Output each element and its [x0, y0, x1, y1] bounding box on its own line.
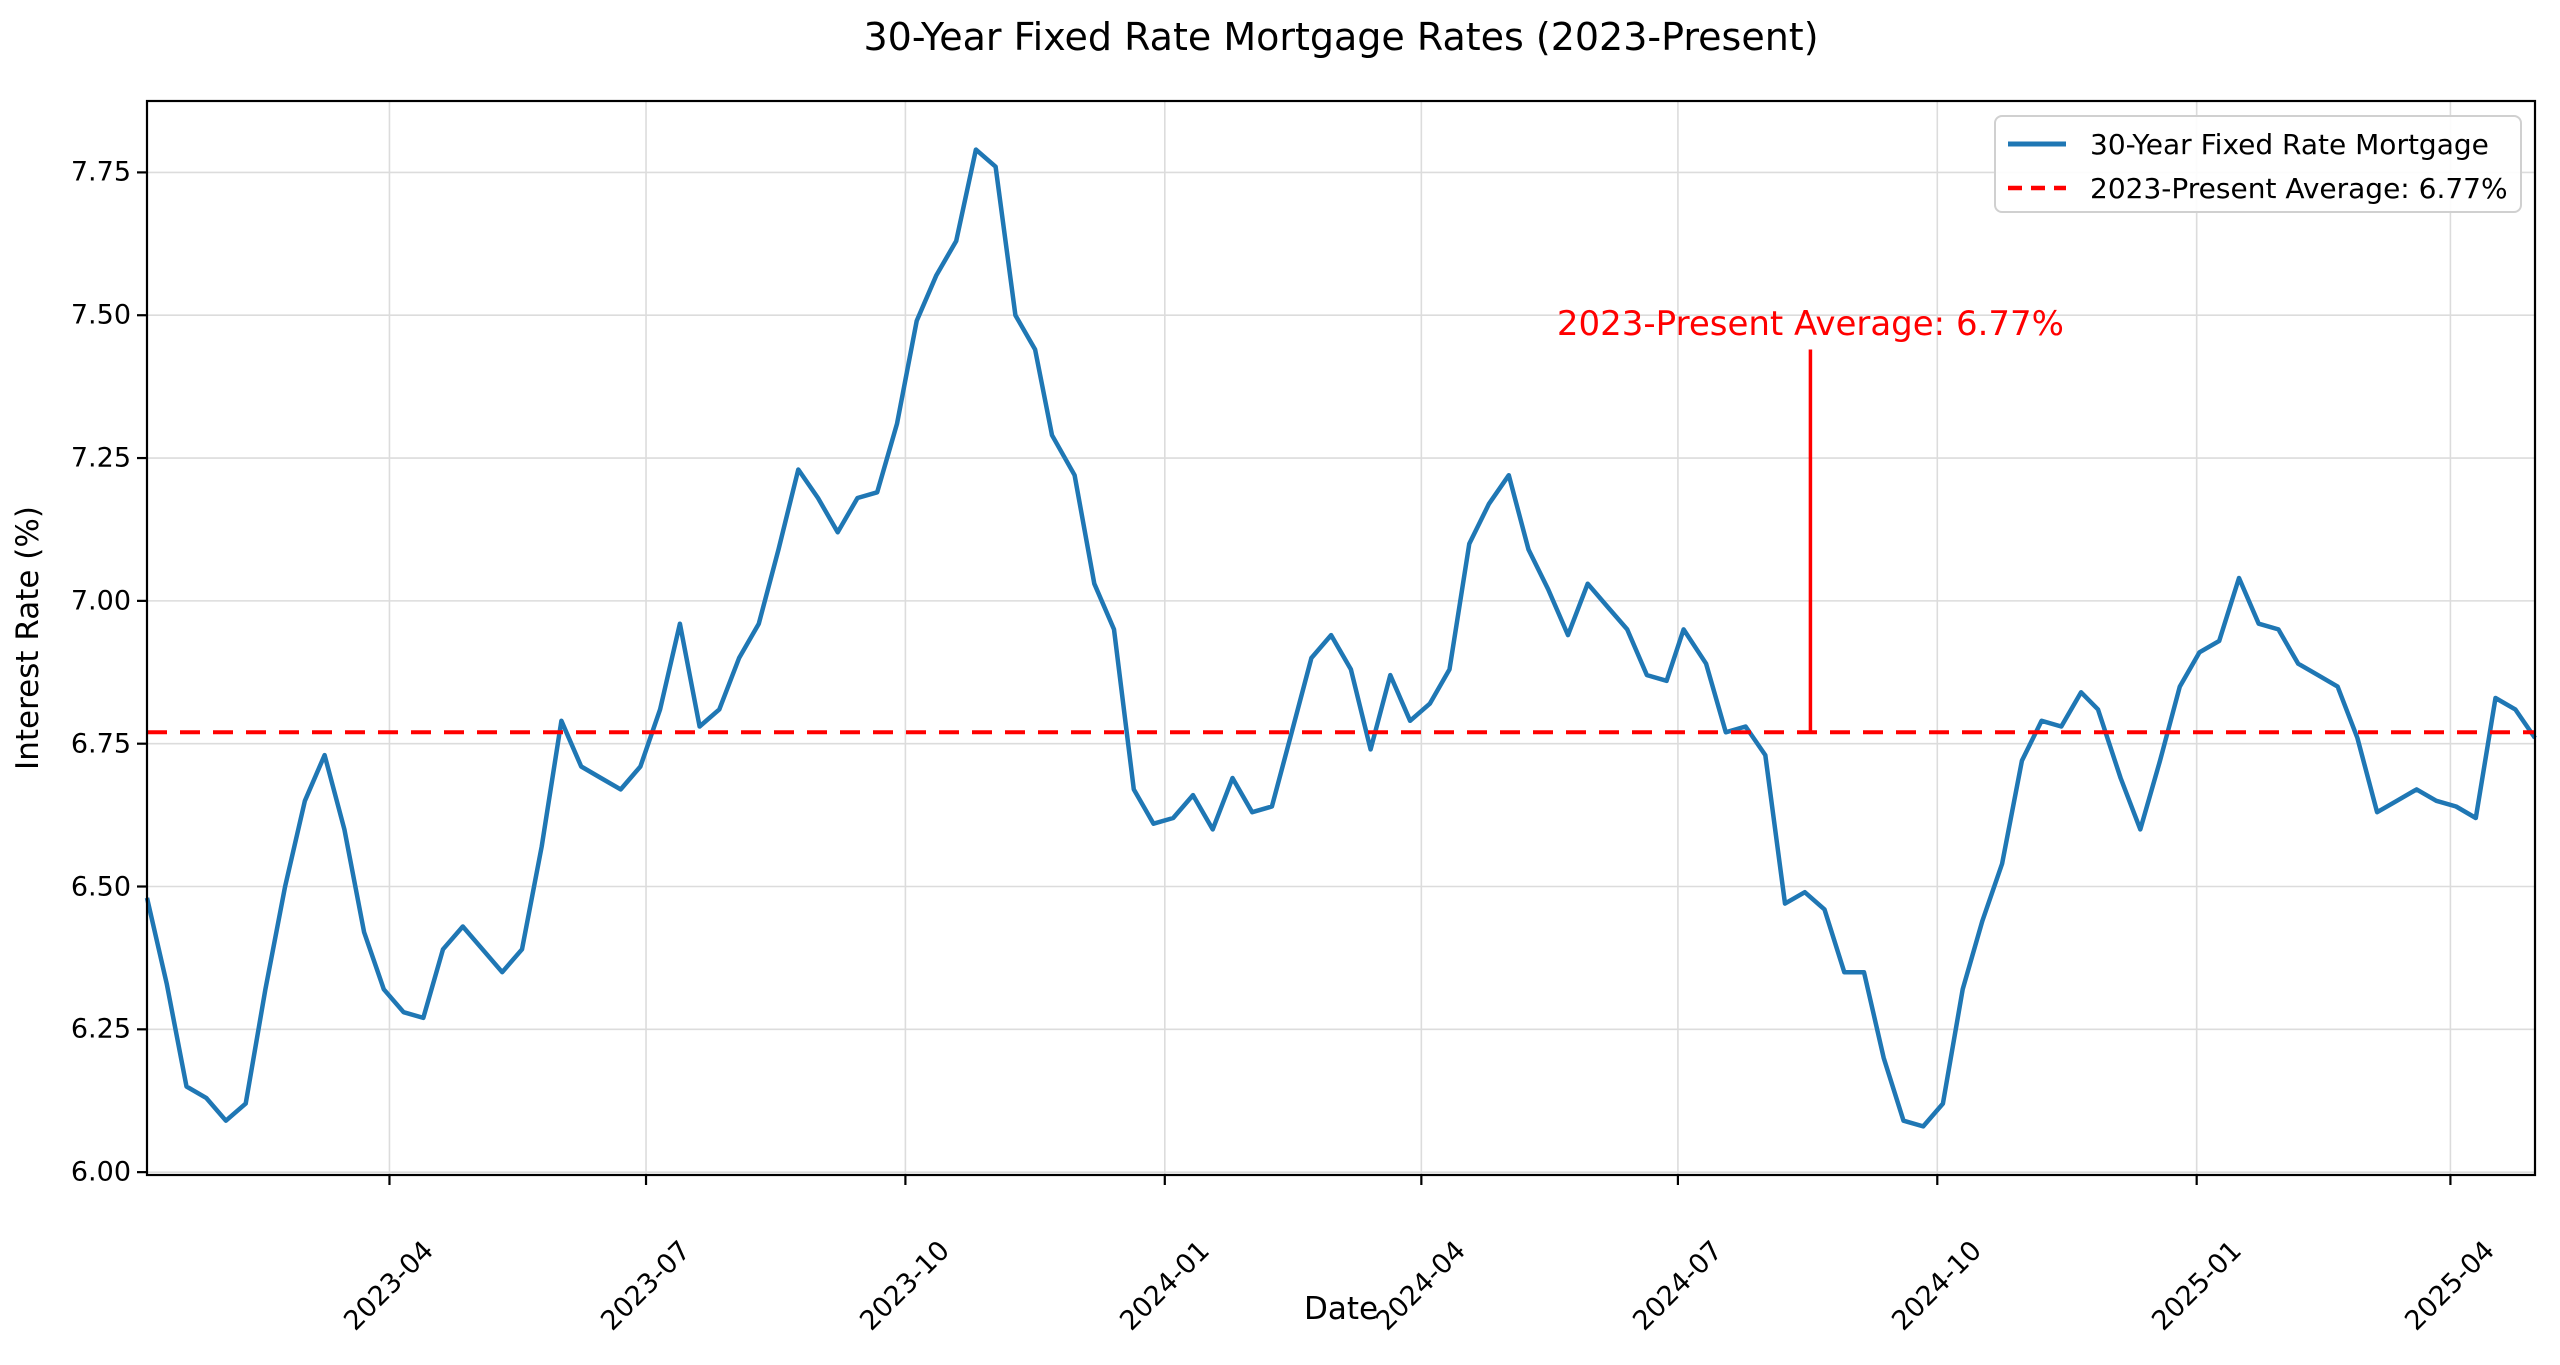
axes-spines [145, 99, 2537, 1177]
y-axis-label: Interest Rate (%) [10, 506, 46, 770]
legend: 30-Year Fixed Rate Mortgage 2023-Present… [1994, 115, 2522, 213]
mortgage-rate-line [144, 147, 2537, 1129]
y-tick-label-6.25: 6.25 [70, 1013, 131, 1045]
legend-dashed-line-sample [2008, 185, 2066, 191]
chart-title: 30-Year Fixed Rate Mortgage Rates (2023-… [863, 15, 1819, 59]
y-tick-label-7.00: 7.00 [70, 585, 131, 617]
legend-item-mortgage-rate: 30-Year Fixed Rate Mortgage [2006, 122, 2520, 166]
average-annotation-text: 2023-Present Average: 6.77% [1556, 303, 2064, 344]
y-tick-label-6.00: 6.00 [70, 1156, 131, 1188]
legend-solid-line-sample [2008, 141, 2066, 147]
x-axis-label: Date [1303, 1291, 1379, 1327]
y-tick-label-7.25: 7.25 [70, 442, 131, 474]
legend-label-mortgage-rate: 30-Year Fixed Rate Mortgage [2090, 127, 2489, 161]
y-tick-label-7.50: 7.50 [70, 299, 131, 331]
legend-item-average: 2023-Present Average: 6.77% [2006, 166, 2520, 210]
y-tick-label-7.75: 7.75 [70, 156, 131, 188]
legend-label-average: 2023-Present Average: 6.77% [2090, 171, 2508, 205]
y-tick-label-6.50: 6.50 [70, 871, 131, 902]
y-tick-label-6.75: 6.75 [70, 728, 131, 760]
